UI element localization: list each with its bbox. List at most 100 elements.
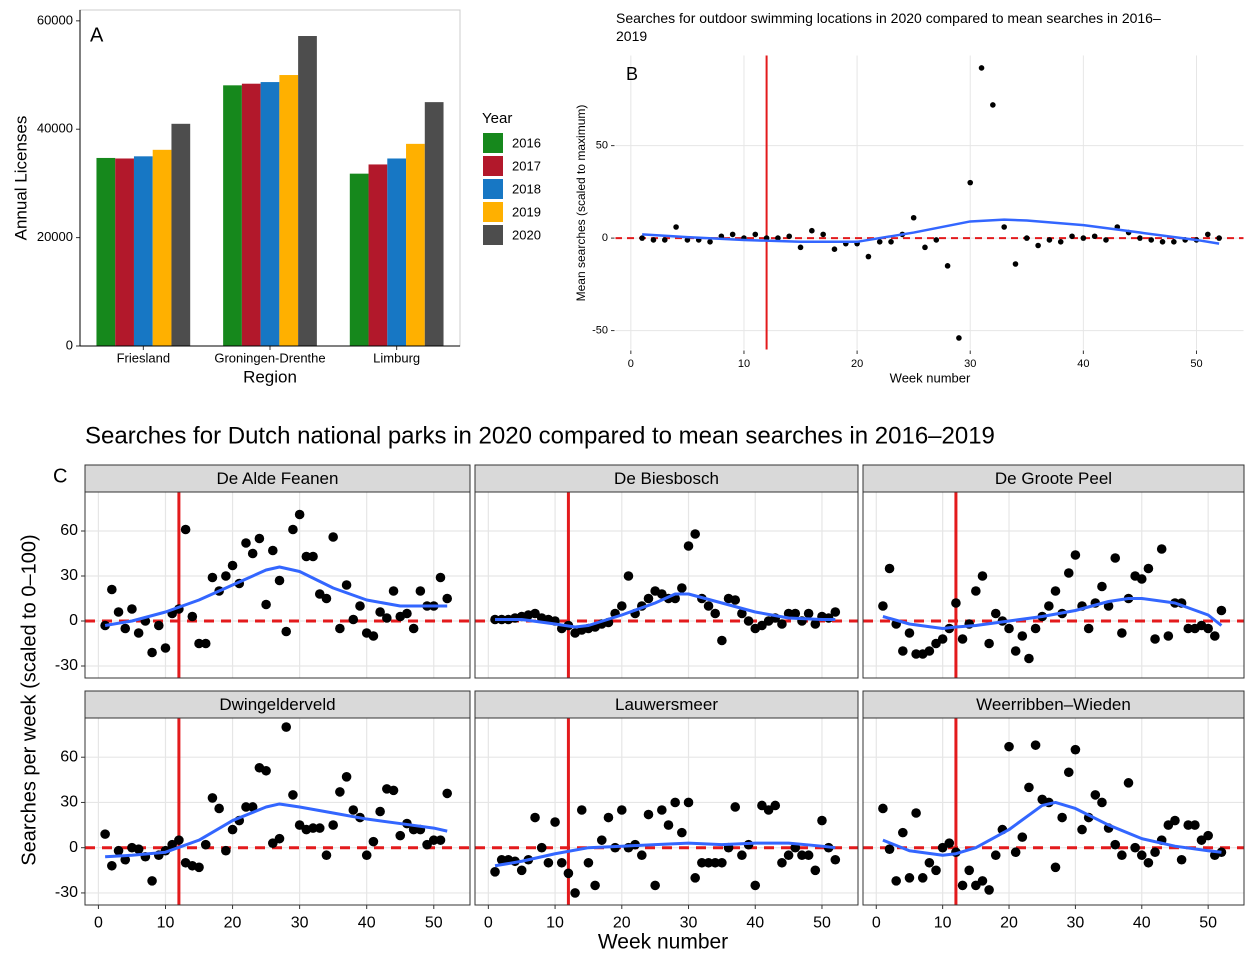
data-point xyxy=(898,827,908,838)
data-point xyxy=(294,509,305,520)
data-point xyxy=(1163,631,1174,641)
data-point xyxy=(1083,623,1094,634)
data-point xyxy=(435,572,446,583)
panel-background xyxy=(85,492,470,678)
data-point xyxy=(361,850,372,861)
x-tick-label: 20 xyxy=(851,358,863,370)
bar xyxy=(349,173,369,346)
x-tick-label: 0 xyxy=(94,915,103,932)
y-tick-label: 0 xyxy=(602,232,608,244)
data-point xyxy=(348,614,359,625)
data-point xyxy=(1216,847,1227,858)
data-point xyxy=(368,836,379,847)
data-point xyxy=(817,815,827,826)
y-tick-label: -50 xyxy=(592,324,608,336)
data-point xyxy=(133,844,144,855)
bar xyxy=(133,156,153,346)
x-tick-label: 10 xyxy=(738,358,750,370)
data-point xyxy=(810,619,821,629)
bar xyxy=(279,75,299,346)
x-tick-label: 30 xyxy=(291,915,309,932)
data-point xyxy=(1183,623,1194,634)
y-axis-title: Annual Licenses xyxy=(11,116,30,241)
panel-border xyxy=(474,491,859,679)
data-point xyxy=(328,820,338,830)
data-point xyxy=(677,583,687,593)
data-point xyxy=(984,638,994,649)
data-point xyxy=(730,802,741,812)
data-point xyxy=(876,239,883,245)
data-point xyxy=(583,857,594,868)
data-point xyxy=(690,873,700,883)
data-point xyxy=(967,179,974,186)
data-point xyxy=(321,593,332,604)
data-point xyxy=(1176,854,1187,865)
data-point xyxy=(910,214,917,221)
data-point xyxy=(1024,782,1034,793)
data-point xyxy=(321,850,332,861)
data-point xyxy=(261,765,271,776)
data-point xyxy=(516,865,527,876)
data-point xyxy=(590,880,600,891)
data-point xyxy=(977,571,988,581)
data-point xyxy=(790,608,801,619)
x-tick-label: 20 xyxy=(1000,915,1018,932)
data-point xyxy=(729,231,736,238)
trend-line xyxy=(882,597,1223,630)
data-point xyxy=(1103,237,1109,243)
data-point xyxy=(810,865,821,876)
panel-label: C xyxy=(53,465,67,487)
data-point xyxy=(1216,605,1227,616)
data-point xyxy=(643,809,654,820)
bar xyxy=(96,157,116,346)
data-point xyxy=(917,873,928,883)
data-point xyxy=(1150,634,1160,644)
facet-title: Searches for Dutch national parks in 202… xyxy=(85,422,995,449)
data-point xyxy=(1004,741,1014,752)
data-point xyxy=(1024,653,1034,664)
data-point xyxy=(1117,850,1127,861)
data-point xyxy=(247,548,258,559)
y-tick-label: -30 xyxy=(55,657,78,674)
x-tick-label: 30 xyxy=(680,915,698,932)
data-point xyxy=(984,885,994,895)
data-point xyxy=(314,823,325,833)
data-point xyxy=(490,867,500,877)
data-point xyxy=(639,235,645,241)
x-tick-label: 50 xyxy=(425,915,443,932)
data-point xyxy=(160,643,171,653)
panel-background xyxy=(475,718,858,905)
bar xyxy=(152,149,172,346)
strip xyxy=(84,464,471,493)
data-point xyxy=(710,608,721,619)
data-point xyxy=(661,237,668,243)
trend-line xyxy=(882,800,1222,857)
legend-key xyxy=(483,156,503,176)
data-point xyxy=(657,805,667,815)
data-point xyxy=(1110,553,1121,563)
legend-key xyxy=(483,202,503,222)
data-point xyxy=(670,797,680,808)
bar xyxy=(298,36,317,346)
x-tick-label: 10 xyxy=(546,915,564,932)
data-point xyxy=(1170,815,1180,826)
data-point xyxy=(703,857,714,868)
data-point xyxy=(355,601,365,611)
data-point xyxy=(1077,824,1087,835)
data-point xyxy=(120,623,131,634)
data-point xyxy=(1057,812,1067,823)
y-tick-label: 0 xyxy=(66,337,73,352)
data-point xyxy=(254,533,265,544)
data-point xyxy=(1046,237,1053,243)
data-point xyxy=(1057,239,1064,245)
x-tick-label: 50 xyxy=(1199,915,1217,932)
data-point xyxy=(904,873,915,883)
data-point xyxy=(543,857,554,868)
data-point xyxy=(990,850,1001,861)
trend-line xyxy=(494,841,836,868)
data-point xyxy=(435,835,446,845)
data-point xyxy=(937,634,948,644)
data-point xyxy=(147,876,157,886)
data-point xyxy=(221,571,231,581)
data-point xyxy=(214,803,224,814)
